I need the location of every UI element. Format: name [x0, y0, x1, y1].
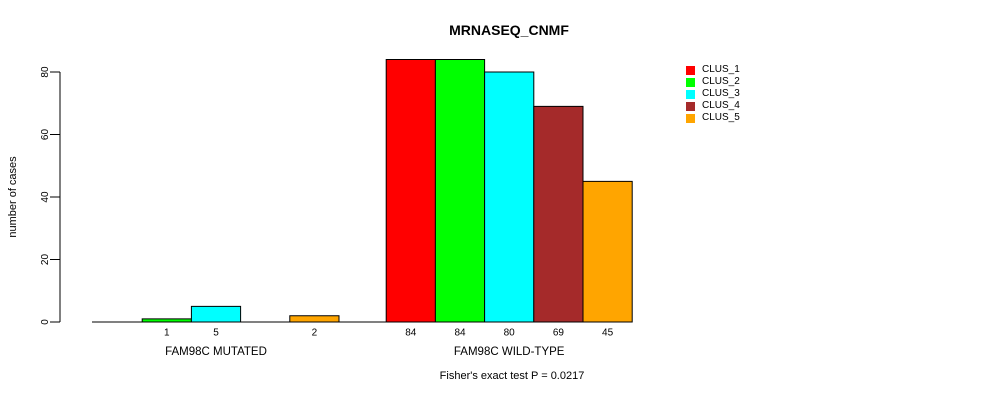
fisher-test-annotation: Fisher's exact test P = 0.0217	[439, 370, 585, 382]
bar-value-label: 69	[553, 328, 565, 339]
legend-item: CLUS_5	[686, 112, 740, 124]
legend-label: CLUS_2	[702, 76, 740, 87]
legend-label: CLUS_5	[702, 112, 740, 123]
bar-clus_4-group2	[533, 105, 584, 323]
bar-value-label: 1	[164, 328, 170, 339]
legend-swatch-icon	[686, 65, 695, 75]
y-tick-label: 20	[40, 254, 51, 266]
bar-clus_2-group2	[434, 59, 486, 323]
legend-label: CLUS_4	[702, 100, 740, 111]
y-tick-label: 60	[40, 129, 51, 141]
chart-title: MRNASEQ_CNMF	[449, 22, 569, 38]
category-label: FAM98C WILD-TYPE	[454, 346, 565, 358]
legend-label: CLUS_1	[702, 64, 740, 75]
legend: CLUS_1 CLUS_2 CLUS_3 CLUS_4 CLUS_5	[686, 64, 740, 124]
bar-value-label: 80	[504, 328, 516, 339]
legend-item: CLUS_1	[686, 64, 740, 76]
bar-clus_2-group1	[141, 318, 192, 323]
bar-clus_5-group2	[582, 180, 633, 323]
y-tick-label: 80	[40, 66, 51, 78]
y-tick-label: 0	[40, 319, 51, 325]
bar-clus_3-group2	[484, 71, 535, 323]
bar-clus_3-group1	[190, 305, 242, 323]
legend-item: CLUS_2	[686, 76, 740, 88]
legend-swatch-icon	[686, 89, 695, 99]
bar-clus_5-group1	[289, 315, 340, 323]
category-label: FAM98C MUTATED	[165, 346, 267, 358]
bar-value-label: 45	[602, 328, 614, 339]
y-tick-label: 40	[40, 191, 51, 203]
legend-item: CLUS_3	[686, 88, 740, 100]
legend-swatch-icon	[686, 101, 695, 111]
bar-value-label: 2	[312, 328, 318, 339]
legend-label: CLUS_3	[702, 88, 740, 99]
legend-item: CLUS_4	[686, 100, 740, 112]
legend-swatch-icon	[686, 113, 695, 123]
bar-value-label: 5	[213, 328, 219, 339]
bar-value-label: 84	[405, 328, 417, 339]
legend-swatch-icon	[686, 77, 695, 87]
bar-clus_1-group2	[385, 59, 436, 323]
y-axis-title: number of cases	[7, 156, 19, 238]
bar-value-label: 84	[454, 328, 466, 339]
